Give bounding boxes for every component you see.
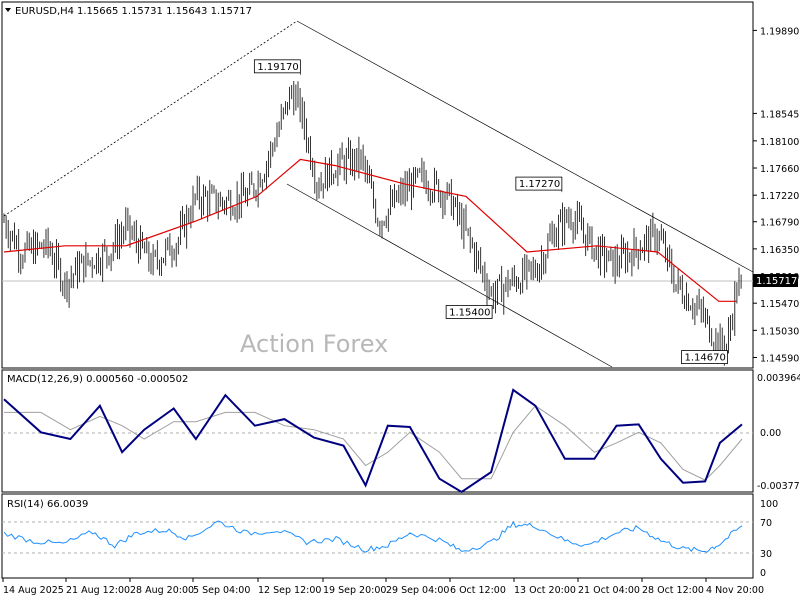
- annotation-box: [253, 59, 301, 74]
- rsi-tick-0: 0: [760, 568, 766, 579]
- price-tick-label: 1.18100: [760, 137, 799, 148]
- current-price-label: 1.15717: [756, 276, 797, 287]
- ohlc-values: 1.15665 1.15731 1.15643 1.15717: [77, 6, 252, 17]
- time-tick-label: 29 Sep 04:00: [386, 585, 449, 596]
- time-tick-label: 21 Aug 12:00: [66, 585, 130, 596]
- time-tick-label: 28 Aug 20:00: [130, 585, 194, 596]
- time-tick-label: 12 Sep 12:00: [258, 585, 321, 596]
- time-tick-label: 4 Nov 20:00: [706, 585, 764, 596]
- time-tick-label: 28 Oct 12:00: [642, 585, 704, 596]
- price-panel-frame: [1, 1, 754, 369]
- channel-upper-line: [296, 20, 754, 273]
- annotation-label: 1.14670: [684, 353, 725, 364]
- macd-tick-bottom: -0.003774: [757, 481, 800, 492]
- price-tick-label: 1.18545: [760, 109, 799, 120]
- watermark: Action Forex: [240, 330, 388, 358]
- macd-main-line: [3, 388, 743, 494]
- rsi-panel-frame: [1, 493, 754, 579]
- macd-panel: MACD(12,26,9) 0.000560 -0.000502 0.00396…: [1, 369, 800, 494]
- rsi-tick-30: 30: [760, 549, 772, 560]
- annotation-label: 1.15400: [449, 308, 490, 319]
- macd-tick-zero: 0.00: [760, 428, 781, 439]
- annotation-label: 1.19170: [257, 62, 298, 73]
- annotation-label: 1.17270: [519, 179, 560, 190]
- time-tick-label: 14 Aug 2025: [3, 585, 64, 596]
- price-tick-label: 1.16790: [760, 218, 799, 229]
- rsi-tick-70: 70: [760, 518, 772, 529]
- price-tick-label: 1.15030: [760, 326, 799, 337]
- rsi-tick-100: 100: [760, 499, 778, 510]
- rsi-title: RSI(14) 66.0039: [7, 499, 88, 510]
- price-annotations: 1.19170 1.17270 1.15400 1.14670: [253, 59, 728, 364]
- collapse-triangle-icon[interactable]: [5, 8, 11, 12]
- candles: [3, 81, 742, 366]
- time-tick-label: 5 Sep 04:00: [193, 585, 250, 596]
- moving-average-line: [3, 158, 737, 302]
- time-tick-label: 19 Sep 20:00: [323, 585, 386, 596]
- time-tick-label: 21 Oct 04:00: [578, 585, 640, 596]
- annotation-box: [681, 350, 728, 364]
- time-axis: 14 Aug 2025 21 Aug 12:00 28 Aug 20:005 Sep…: [2, 578, 764, 596]
- price-tick-label: 1.17660: [760, 164, 799, 175]
- macd-panel-frame: [1, 369, 754, 493]
- macd-title: MACD(12,26,9) 0.000560 -0.000502: [7, 374, 188, 385]
- annotation-box: [515, 176, 563, 191]
- annotation-box: [445, 305, 493, 319]
- price-tick-label: 1.19890: [760, 26, 799, 37]
- rsi-line: [3, 520, 743, 553]
- current-price-tag: 1.15717: [753, 274, 798, 287]
- price-tick-label: 1.16350: [760, 245, 799, 256]
- rsi-panel: RSI(14) 66.0039 100 70 30 0: [1, 493, 778, 579]
- channel-lower-line: [286, 183, 613, 368]
- price-tick-label: 1.17220: [760, 191, 799, 202]
- price-tick-label: 1.14590: [760, 354, 799, 365]
- symbol-header: EURUSD,H4 1.15665 1.15731 1.15643 1.1571…: [5, 6, 252, 17]
- price-panel: 1.19890 1.18545 1.18100 1.17660 1.17220 1.167…: [1, 1, 799, 369]
- macd-tick-top: 0.003964: [757, 373, 800, 384]
- symbol-label: EURUSD,H4: [15, 6, 74, 17]
- macd-signal-line: [4, 405, 743, 481]
- rising-trend-line: [3, 20, 298, 217]
- time-tick-label: 6 Oct 12:00: [450, 585, 506, 596]
- time-tick-label: 13 Oct 20:00: [514, 585, 576, 596]
- price-tick-label: 1.15470: [760, 299, 799, 310]
